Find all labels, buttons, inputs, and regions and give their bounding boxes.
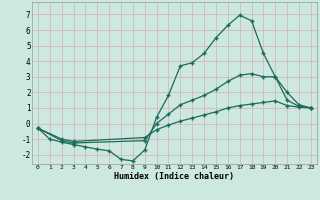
X-axis label: Humidex (Indice chaleur): Humidex (Indice chaleur) xyxy=(115,172,234,181)
